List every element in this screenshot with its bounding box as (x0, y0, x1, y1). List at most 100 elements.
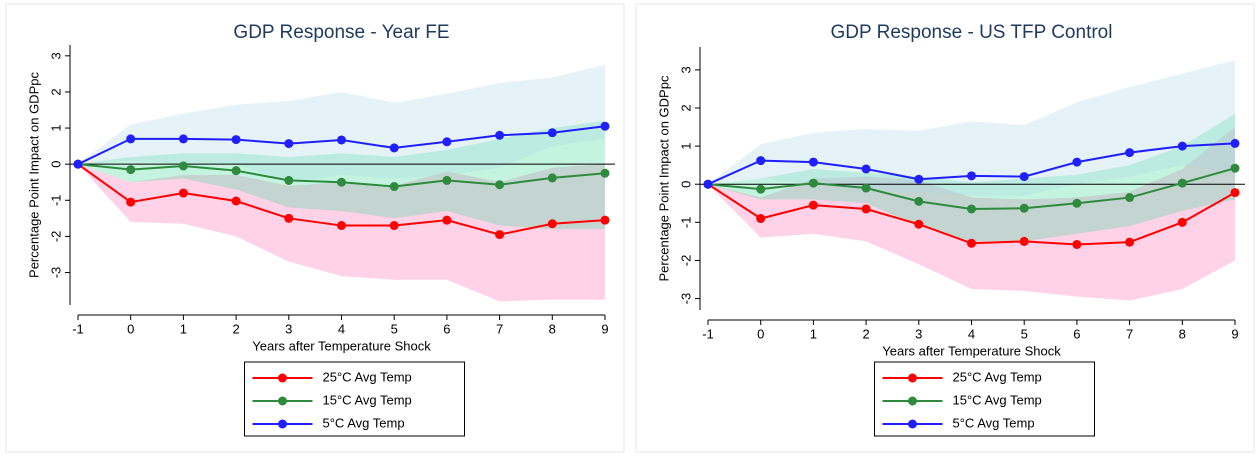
point (337, 135, 346, 145)
point (1072, 157, 1082, 167)
legend-label: 15°C Avg Temp (323, 392, 412, 407)
point (756, 156, 766, 166)
point (967, 204, 976, 214)
x-tick-label: 8 (549, 321, 556, 336)
point (1019, 203, 1029, 213)
confidence-band (708, 60, 1235, 196)
legend-marker (278, 373, 287, 383)
y-tick-label: -3 (678, 293, 693, 305)
point (495, 130, 505, 140)
x-tick-label: -1 (702, 326, 714, 341)
y-tick-label: -2 (48, 231, 63, 243)
confidence-band (78, 64, 605, 183)
point (600, 215, 610, 225)
point (442, 137, 452, 147)
x-tick-label: 3 (285, 321, 292, 336)
legend-marker (908, 373, 917, 383)
point (914, 219, 924, 229)
y-tick-label: 2 (678, 104, 693, 111)
point (967, 171, 976, 181)
point (1177, 141, 1187, 151)
point (1019, 236, 1029, 246)
x-tick-label: 0 (757, 326, 764, 341)
point (808, 200, 818, 210)
legend-marker (278, 396, 287, 406)
point (703, 179, 713, 189)
x-tick-label: 4 (338, 321, 345, 336)
point (126, 165, 136, 175)
x-tick-label: 4 (968, 326, 975, 341)
point (1177, 217, 1187, 227)
point (861, 164, 871, 174)
point (389, 182, 399, 192)
legend-marker (278, 419, 287, 429)
point (231, 135, 241, 145)
x-tick-label: 3 (915, 326, 922, 341)
point (495, 230, 505, 240)
point (126, 197, 136, 207)
point (126, 134, 136, 144)
legend-label: 25°C Avg Temp (323, 369, 412, 384)
point (808, 178, 818, 188)
point (442, 175, 452, 185)
point (1230, 163, 1240, 173)
panel: GDP Response - Year FE -3 -2 -1 0 1 2 3 -1 0 1 2 3 4 5… (5, 3, 625, 453)
point (600, 168, 610, 178)
x-tick-label: 9 (601, 321, 608, 336)
point (600, 121, 610, 131)
point (967, 238, 976, 248)
legend-marker (908, 396, 917, 406)
y-tick-label: 3 (48, 52, 63, 59)
point (547, 219, 557, 229)
point (284, 213, 294, 223)
point (756, 184, 766, 194)
point (1177, 178, 1187, 188)
legend-marker (908, 419, 917, 429)
legend-label: 5°C Avg Temp (323, 415, 405, 430)
point (914, 196, 924, 206)
legend-label: 15°C Avg Temp (953, 392, 1042, 407)
point (178, 161, 188, 171)
x-tick-label: 0 (127, 321, 134, 336)
x-tick-label: 6 (443, 321, 450, 336)
y-tick-label: 0 (48, 161, 63, 168)
confidence-band (708, 113, 1235, 242)
x-tick-label: 8 (1179, 326, 1186, 341)
point (547, 128, 557, 138)
legend-label: 25°C Avg Temp (953, 369, 1042, 384)
x-tick-label: 6 (1073, 326, 1080, 341)
y-axis-label: Percentage Point Impact on GDPpc (26, 72, 41, 278)
point (337, 221, 346, 231)
x-tick-label: 2 (862, 326, 869, 341)
point (1019, 172, 1029, 182)
x-tick-label: 7 (496, 321, 503, 336)
y-tick-label: 1 (48, 124, 63, 131)
point (178, 134, 188, 144)
point (861, 204, 871, 214)
point (1125, 148, 1135, 158)
confidence-band (78, 120, 605, 230)
point (808, 157, 818, 167)
confidence-band (708, 127, 1235, 301)
point (442, 215, 452, 225)
point (284, 175, 294, 185)
y-tick-label: -1 (48, 194, 63, 206)
y-tick-label: -2 (678, 255, 693, 267)
y-tick-label: 0 (678, 181, 693, 188)
x-axis-label: Years after Temperature Shock (252, 338, 431, 353)
x-tick-label: 2 (232, 321, 239, 336)
confidence-band (78, 164, 605, 302)
panel: GDP Response - US TFP Control -3 -2 -1 0 1 2 3 -… (635, 3, 1255, 453)
x-tick-label: 5 (1021, 326, 1028, 341)
x-tick-label: 5 (391, 321, 398, 336)
point (231, 196, 241, 206)
x-tick-label: 9 (1231, 326, 1238, 341)
x-axis-label: Years after Temperature Shock (882, 343, 1061, 358)
point (1230, 138, 1240, 148)
point (178, 188, 188, 198)
chart-title: GDP Response - US TFP Control (831, 22, 1113, 43)
point (73, 159, 83, 169)
point (756, 214, 766, 224)
